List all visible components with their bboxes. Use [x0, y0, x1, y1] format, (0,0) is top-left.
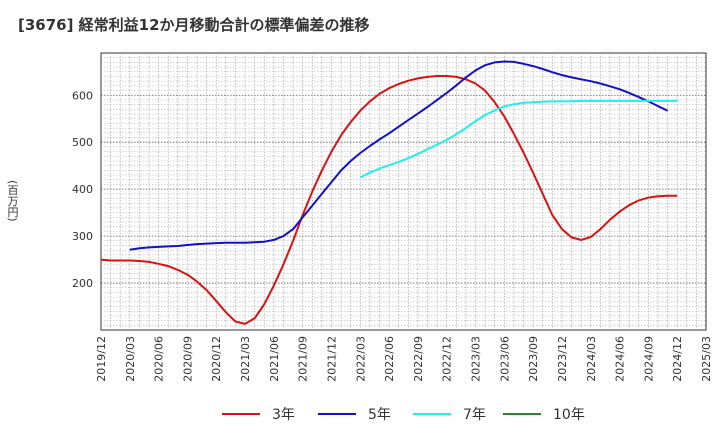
x-tick-label: 2020/12: [210, 336, 223, 382]
x-tick-label: 2023/12: [556, 336, 569, 382]
legend-swatch: [222, 413, 260, 415]
x-tick-label: 2021/03: [239, 336, 252, 382]
series-line-5年: [129, 60, 669, 251]
x-tick-label: 2024/12: [671, 336, 684, 382]
x-tick-label: 2023/03: [470, 336, 483, 382]
x-tick-label: 2021/09: [297, 336, 310, 382]
legend-swatch: [318, 413, 356, 415]
x-tick-label: 2024/03: [585, 336, 598, 382]
legend-item: 5年: [318, 404, 391, 424]
legend-swatch: [413, 413, 451, 415]
series-line-3年: [100, 75, 678, 325]
y-tick-label: 600: [72, 89, 93, 102]
x-tick-label: 2019/12: [95, 336, 108, 382]
x-tick-label: 2021/12: [325, 336, 338, 382]
y-axis-label: (百万円): [6, 180, 19, 222]
y-tick-label: 500: [72, 136, 93, 149]
chart-title: [3676] 経常利益12か月移動合計の標準偏差の推移: [18, 16, 370, 34]
legend-label: 7年: [463, 407, 486, 423]
x-tick-label: 2022/06: [383, 336, 396, 382]
x-tick-label: 2022/12: [441, 336, 454, 382]
legend-label: 10年: [553, 407, 585, 423]
x-tick-label: 2023/09: [527, 336, 540, 382]
x-tick-label: 2023/06: [498, 336, 511, 382]
x-tick-label: 2021/06: [268, 336, 281, 382]
chart-legend: 3年 5年 7年 10年: [0, 400, 720, 430]
x-tick-label: 2025/03: [700, 336, 713, 382]
plot-area: [100, 52, 707, 331]
x-tick-label: 2022/09: [412, 336, 425, 382]
series-line-7年: [359, 99, 678, 179]
legend-item: 7年: [413, 404, 486, 424]
legend-item: 3年: [222, 404, 295, 424]
y-tick-label: 200: [72, 277, 93, 290]
x-tick-label: 2020/06: [153, 336, 166, 382]
legend-label: 5年: [368, 407, 391, 423]
legend-label: 3年: [272, 407, 295, 423]
legend-swatch: [503, 413, 541, 415]
x-tick-label: 2022/03: [354, 336, 367, 382]
x-tick-label: 2020/03: [124, 336, 137, 382]
y-tick-label: 400: [72, 183, 93, 196]
x-tick-label: 2024/09: [642, 336, 655, 382]
legend-item: 10年: [503, 404, 585, 424]
y-tick-label: 300: [72, 230, 93, 243]
x-tick-label: 2024/06: [614, 336, 627, 382]
x-tick-label: 2020/09: [181, 336, 194, 382]
